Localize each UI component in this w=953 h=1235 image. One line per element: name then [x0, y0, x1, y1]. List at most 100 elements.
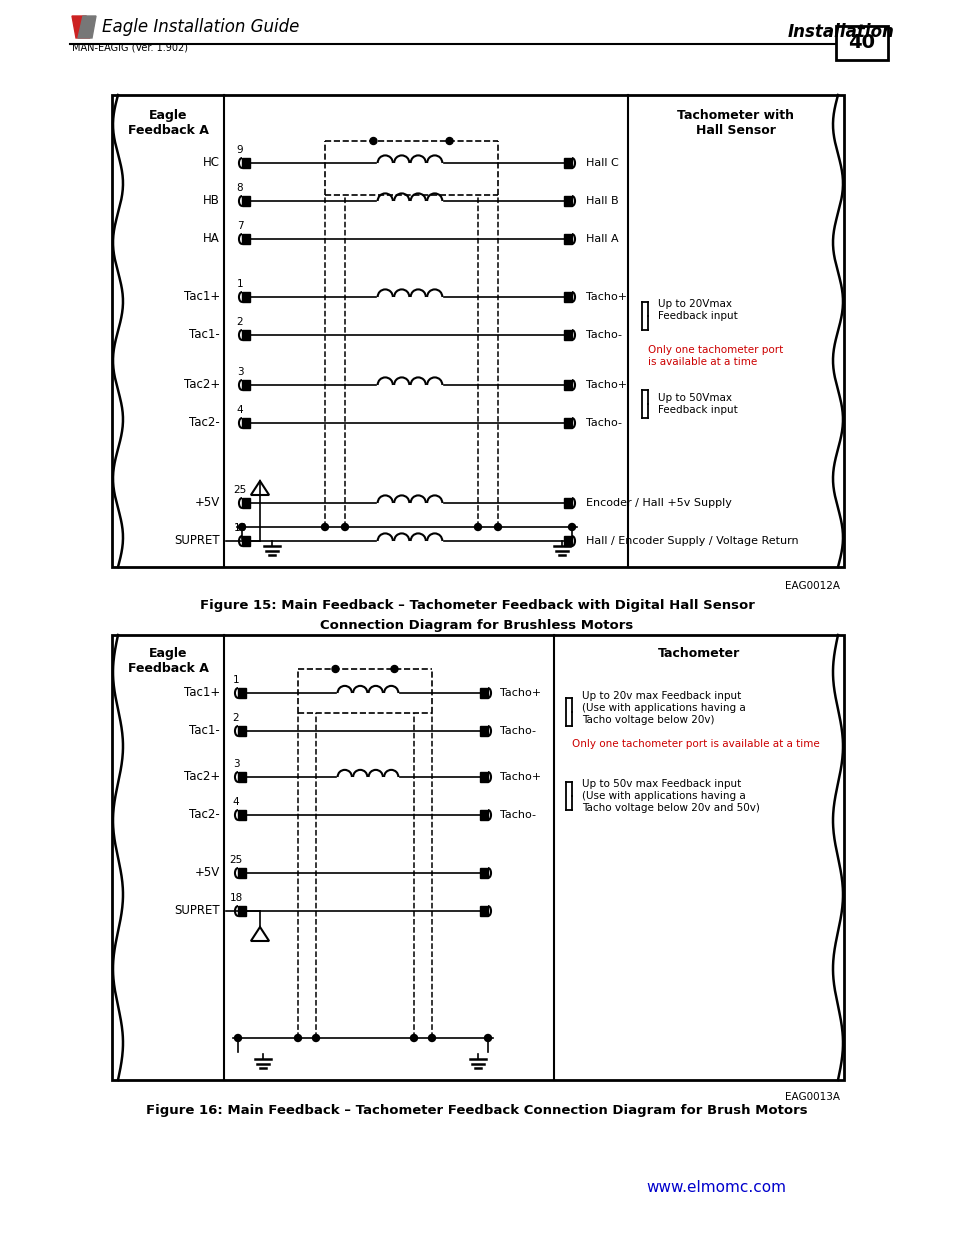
- Text: 7: 7: [236, 221, 243, 231]
- Bar: [242, 536, 250, 546]
- Text: +5V: +5V: [194, 496, 220, 510]
- Circle shape: [234, 1035, 241, 1041]
- Text: Tac2-: Tac2-: [189, 809, 220, 821]
- Text: +5V: +5V: [194, 867, 220, 879]
- Text: MAN-EAGIG (Ver. 1.902): MAN-EAGIG (Ver. 1.902): [71, 42, 188, 52]
- Text: HB: HB: [203, 194, 220, 207]
- Bar: [242, 196, 250, 206]
- Text: 1: 1: [233, 676, 239, 685]
- Text: Up to 50v max Feedback input
(Use with applications having a
Tacho voltage below: Up to 50v max Feedback input (Use with a…: [581, 779, 760, 813]
- Circle shape: [370, 137, 376, 144]
- Circle shape: [294, 1035, 301, 1041]
- Bar: [479, 688, 488, 698]
- Bar: [564, 158, 572, 168]
- Bar: [564, 536, 572, 546]
- Circle shape: [238, 524, 245, 531]
- Text: Hall B: Hall B: [585, 196, 618, 206]
- Circle shape: [484, 1035, 491, 1041]
- Bar: [479, 772, 488, 782]
- Text: HA: HA: [203, 232, 220, 246]
- Text: Only one tachometer port
is available at a time: Only one tachometer port is available at…: [647, 345, 782, 367]
- Bar: [479, 810, 488, 820]
- Text: 4: 4: [233, 797, 239, 806]
- Bar: [237, 726, 246, 736]
- Text: SUPRET: SUPRET: [174, 904, 220, 918]
- Circle shape: [332, 666, 338, 673]
- Bar: [237, 810, 246, 820]
- Text: 18: 18: [233, 522, 247, 534]
- Text: Installation: Installation: [787, 23, 894, 41]
- Text: EAG0013A: EAG0013A: [784, 1092, 840, 1102]
- Text: Tachometer: Tachometer: [658, 647, 740, 659]
- Text: Hall / Encoder Supply / Voltage Return: Hall / Encoder Supply / Voltage Return: [585, 536, 798, 546]
- Text: Hall C: Hall C: [585, 158, 618, 168]
- Text: Tacho-: Tacho-: [585, 330, 621, 340]
- Bar: [237, 906, 246, 916]
- Circle shape: [313, 1035, 319, 1041]
- Bar: [479, 868, 488, 878]
- Text: Tac1+: Tac1+: [184, 290, 220, 304]
- Bar: [564, 498, 572, 508]
- Text: Tac2-: Tac2-: [189, 416, 220, 430]
- Text: Tacho-: Tacho-: [499, 810, 536, 820]
- Bar: [564, 291, 572, 301]
- Bar: [112, 95, 843, 567]
- Circle shape: [446, 137, 453, 144]
- Text: Hall A: Hall A: [585, 233, 618, 245]
- Circle shape: [494, 524, 501, 531]
- Text: 3: 3: [236, 367, 243, 377]
- Bar: [242, 498, 250, 508]
- Bar: [112, 635, 843, 1079]
- Circle shape: [474, 524, 481, 531]
- Bar: [242, 158, 250, 168]
- Bar: [237, 688, 246, 698]
- Text: 1: 1: [236, 279, 243, 289]
- Text: Tachometer with
Hall Sensor: Tachometer with Hall Sensor: [677, 109, 794, 137]
- Text: Tacho+: Tacho+: [585, 380, 626, 390]
- Circle shape: [321, 524, 328, 531]
- Text: EAG0012A: EAG0012A: [784, 580, 840, 592]
- Text: 4: 4: [236, 405, 243, 415]
- Text: HC: HC: [203, 157, 220, 169]
- Bar: [242, 330, 250, 340]
- Bar: [564, 380, 572, 390]
- Text: 3: 3: [233, 760, 239, 769]
- Text: Connection Diagram for Brushless Motors: Connection Diagram for Brushless Motors: [320, 619, 633, 632]
- Circle shape: [391, 666, 397, 673]
- Text: 18: 18: [229, 893, 242, 903]
- Text: Figure 16: Main Feedback – Tachometer Feedback Connection Diagram for Brush Moto: Figure 16: Main Feedback – Tachometer Fe…: [146, 1104, 807, 1116]
- Bar: [237, 868, 246, 878]
- Text: 8: 8: [236, 183, 243, 193]
- Bar: [242, 419, 250, 429]
- Text: Up to 50Vmax
Feedback input: Up to 50Vmax Feedback input: [658, 393, 737, 415]
- Text: Tacho+: Tacho+: [499, 772, 540, 782]
- Text: Tac1+: Tac1+: [184, 687, 220, 699]
- Text: Eagle Installation Guide: Eagle Installation Guide: [102, 19, 299, 36]
- Text: SUPRET: SUPRET: [174, 535, 220, 547]
- Text: Tac1-: Tac1-: [189, 329, 220, 342]
- Text: www.elmomc.com: www.elmomc.com: [645, 1179, 785, 1194]
- Text: Only one tachometer port is available at a time: Only one tachometer port is available at…: [572, 739, 819, 748]
- Circle shape: [428, 1035, 435, 1041]
- Text: Tacho-: Tacho-: [499, 726, 536, 736]
- Text: Tacho+: Tacho+: [499, 688, 540, 698]
- Bar: [242, 235, 250, 245]
- Bar: [835, 26, 887, 61]
- Bar: [564, 419, 572, 429]
- Bar: [242, 291, 250, 301]
- Polygon shape: [78, 16, 96, 38]
- Circle shape: [410, 1035, 417, 1041]
- Circle shape: [568, 524, 575, 531]
- Bar: [479, 906, 488, 916]
- Text: 25: 25: [229, 855, 242, 864]
- Bar: [479, 726, 488, 736]
- Text: Tac2+: Tac2+: [184, 771, 220, 783]
- Text: 9: 9: [236, 144, 243, 156]
- Text: Tac2+: Tac2+: [184, 378, 220, 391]
- Bar: [237, 772, 246, 782]
- Text: Tacho-: Tacho-: [585, 417, 621, 429]
- Bar: [242, 380, 250, 390]
- Text: Encoder / Hall +5v Supply: Encoder / Hall +5v Supply: [585, 498, 731, 508]
- Bar: [564, 235, 572, 245]
- Text: 2: 2: [233, 713, 239, 722]
